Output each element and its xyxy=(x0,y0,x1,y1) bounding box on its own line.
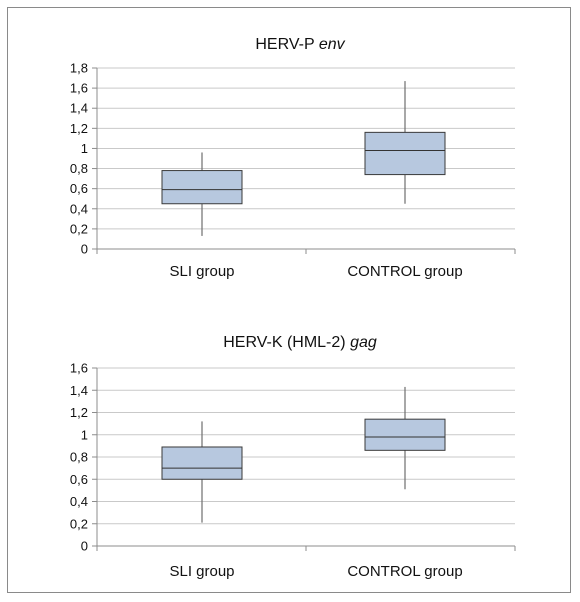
y-tick-label: 0 xyxy=(81,539,88,554)
y-tick-label: 1,8 xyxy=(70,61,88,76)
y-tick-label: 1,4 xyxy=(70,101,88,116)
box-sli-group xyxy=(161,170,243,205)
y-tick-label: 1,2 xyxy=(70,121,88,136)
chart-2-title: HERV-K (HML-2) gag xyxy=(223,334,377,351)
box-control-group xyxy=(364,131,446,176)
y-tick-label: 0,6 xyxy=(70,472,88,487)
y-tick-label: 0,8 xyxy=(70,450,88,465)
category-label: SLI group xyxy=(169,563,234,580)
y-tick-label: 1,6 xyxy=(70,81,88,96)
y-tick-label: 0,6 xyxy=(70,181,88,196)
figure-frame xyxy=(7,7,571,593)
category-label: CONTROL group xyxy=(347,263,462,280)
category-label: SLI group xyxy=(169,263,234,280)
chart-1-herv-p-env: 0 0,2 0,4 0,6 0,8 1 1,2 1,4 1,6 1,8 SLI group CONTR… xyxy=(70,61,516,280)
box-control-group xyxy=(364,418,446,451)
chart-1-title: HERV-P env xyxy=(255,36,345,53)
y-tick-label: 0,4 xyxy=(70,201,88,216)
y-tick-label: 1,6 xyxy=(70,361,88,376)
y-tick-label: 0,2 xyxy=(70,221,88,236)
category-label: CONTROL group xyxy=(347,563,462,580)
box-sli-group xyxy=(161,446,243,480)
y-tick-label: 0,8 xyxy=(70,161,88,176)
y-tick-label: 1,4 xyxy=(70,383,88,398)
y-tick-label: 0,2 xyxy=(70,516,88,531)
y-tick-label: 0,4 xyxy=(70,494,88,509)
y-tick-label: 1 xyxy=(81,427,88,442)
chart-2-herv-k-gag: 0 0,2 0,4 0,6 0,8 1 1,2 1,4 1,6 SLI group CONTROL … xyxy=(70,361,516,580)
y-tick-label: 0 xyxy=(81,242,88,257)
y-tick-label: 1,2 xyxy=(70,405,88,420)
y-tick-label: 1 xyxy=(81,141,88,156)
